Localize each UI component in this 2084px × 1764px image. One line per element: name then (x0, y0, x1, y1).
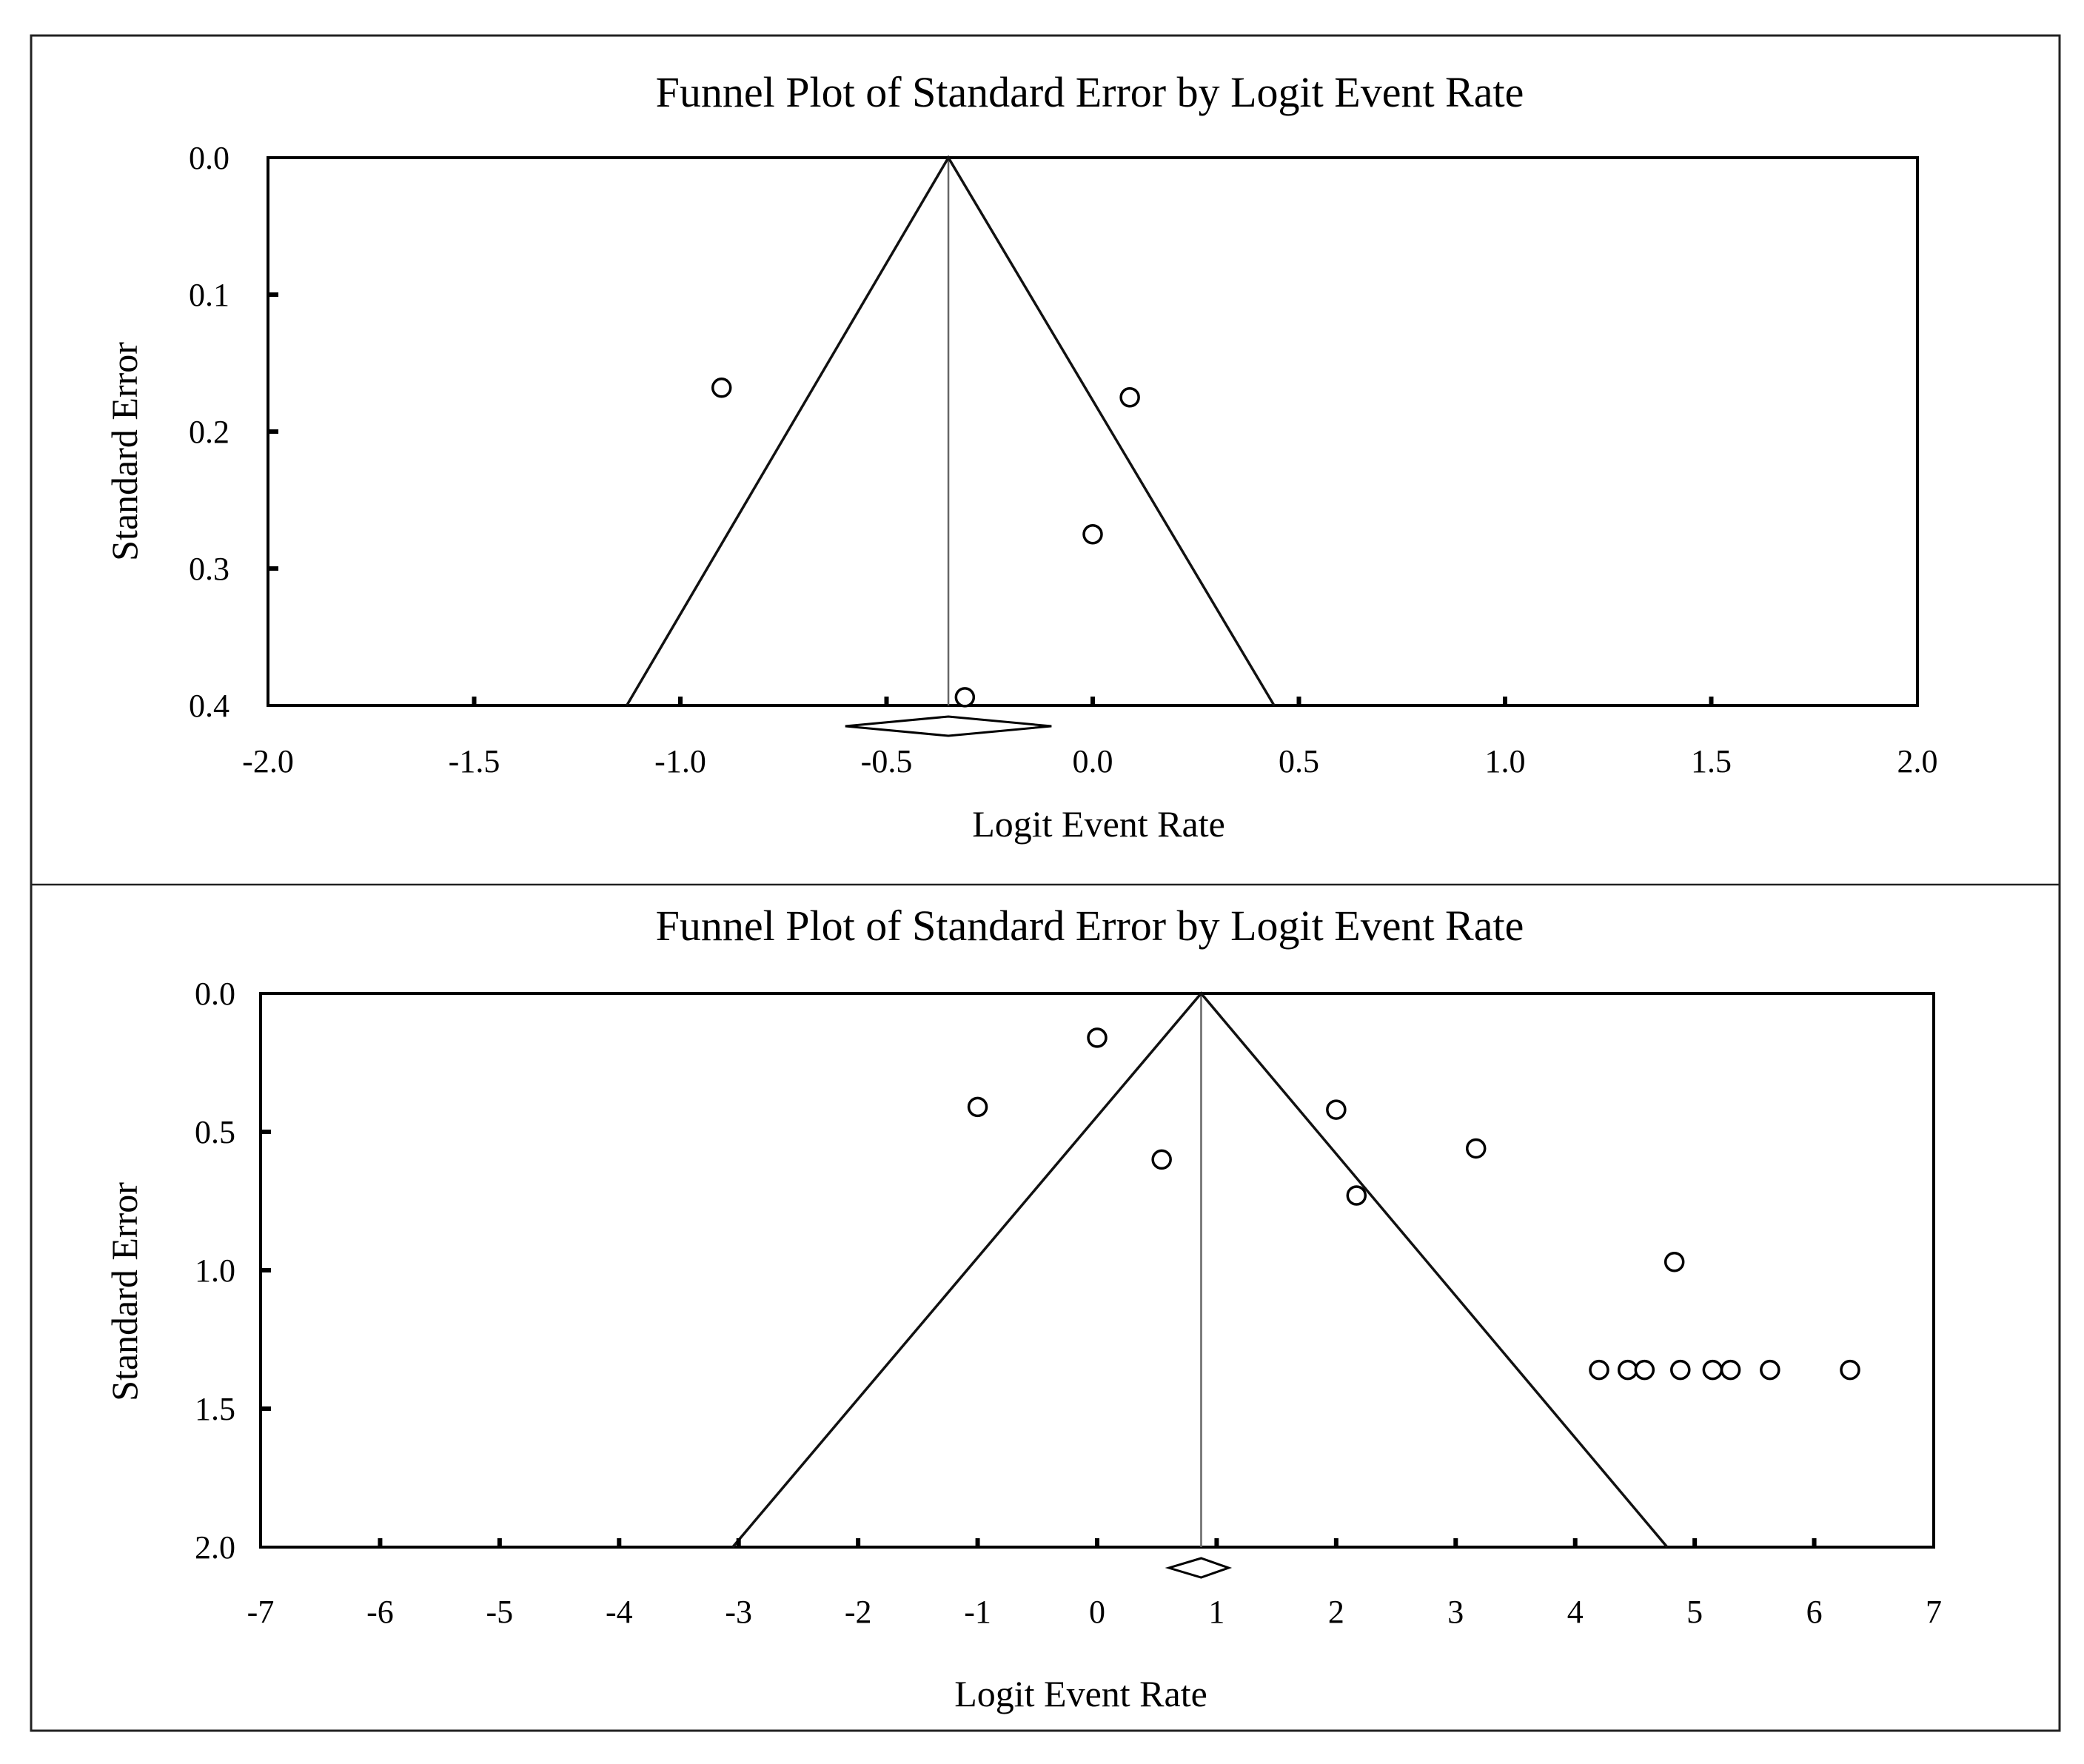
study-point (967, 1096, 988, 1118)
funnel-plot-panel-1: Funnel Plot of Standard Error by Logit E… (104, 68, 1938, 845)
x-tick-label: -1 (964, 1594, 991, 1630)
x-tick-label: 5 (1686, 1594, 1703, 1630)
points-layer (711, 378, 1140, 708)
study-point (1760, 1359, 1780, 1381)
study-point (1119, 387, 1140, 408)
x-axis-label: Logit Event Rate (972, 803, 1225, 845)
tick-layer: -2.0 -1.5 -1.0 -0.5 0.0 0.5 1.0 1.5 2.0 0.0 0.1 0.2… (189, 140, 1938, 779)
study-point (1840, 1359, 1860, 1381)
x-tick-label: -5 (486, 1594, 514, 1630)
x-tick-label: -6 (366, 1594, 394, 1630)
chart-title: Funnel Plot of Standard Error by Logit E… (656, 68, 1524, 116)
x-tick-label: 0 (1089, 1594, 1105, 1630)
y-tick-label: 0.1 (189, 277, 229, 313)
funnel-plot-panel-2: Funnel Plot of Standard Error by Logit E… (104, 902, 1942, 1714)
y-tick-label: 2.0 (195, 1529, 235, 1566)
y-tick-label: 1.5 (195, 1391, 235, 1427)
y-axis-label: Standard Error (104, 342, 145, 561)
plot-area-box (267, 156, 1919, 707)
x-tick-label: 2.0 (1897, 743, 1938, 779)
tick-layer: -7 -6 -5 -4 -3 -2 -1 0 1 2 3 4 5 6 7 0.0 0.5 1.0 1.5 2.0 (195, 976, 1942, 1630)
study-point (1702, 1359, 1723, 1381)
x-tick-label: -1.5 (449, 743, 500, 779)
study-point (1082, 524, 1103, 545)
summary-diamond (845, 715, 1052, 737)
study-point (1326, 1099, 1347, 1120)
x-tick-label: -2 (845, 1594, 872, 1630)
x-tick-label: 1.0 (1485, 743, 1526, 779)
x-tick-label: 2 (1328, 1594, 1344, 1630)
summary-diamond (1165, 1557, 1233, 1579)
study-point (1663, 1252, 1685, 1272)
study-point (1720, 1359, 1741, 1381)
x-tick-label: 1 (1208, 1594, 1224, 1630)
y-tick-label: 0.2 (189, 414, 229, 450)
study-point (1670, 1359, 1691, 1381)
x-tick-label: -0.5 (861, 743, 913, 779)
x-tick-label: 3 (1447, 1594, 1464, 1630)
x-tick-label: -1.0 (654, 743, 706, 779)
x-tick-label: 4 (1567, 1594, 1584, 1630)
x-tick-label: -4 (606, 1594, 633, 1630)
x-tick-label: 0.0 (1073, 743, 1113, 779)
x-tick-label: 6 (1806, 1594, 1823, 1630)
study-point (1589, 1359, 1609, 1381)
x-tick-label: -2.0 (242, 743, 294, 779)
y-tick-label: 1.0 (195, 1252, 235, 1289)
study-point (1087, 1027, 1108, 1048)
funnel-lines (731, 991, 1669, 1549)
y-tick-label: 0.4 (189, 688, 229, 724)
study-point (1346, 1185, 1367, 1206)
y-tick-label: 0.0 (189, 140, 229, 176)
funnel-lines (626, 155, 1276, 706)
funnel-layer (259, 991, 1935, 1579)
study-point (1151, 1149, 1172, 1170)
figure-frame (30, 34, 2061, 1732)
x-axis-label: Logit Event Rate (954, 1673, 1207, 1714)
funnel-layer (267, 155, 1919, 737)
study-point (954, 687, 976, 708)
study-point (711, 378, 732, 398)
x-tick-label: 0.5 (1279, 743, 1319, 779)
y-axis-label: Standard Error (104, 1182, 145, 1401)
study-point (1617, 1359, 1638, 1381)
study-point (1634, 1359, 1655, 1381)
plot-area-box (259, 992, 1935, 1549)
x-tick-label: 7 (1926, 1594, 1942, 1630)
y-tick-label: 0.3 (189, 551, 229, 587)
x-tick-label: 1.5 (1691, 743, 1732, 779)
study-point (1465, 1138, 1487, 1159)
points-layer (967, 1027, 1860, 1381)
x-tick-label: -3 (725, 1594, 752, 1630)
chart-title: Funnel Plot of Standard Error by Logit E… (656, 902, 1524, 950)
y-tick-label: 0.0 (195, 976, 235, 1012)
y-tick-label: 0.5 (195, 1114, 235, 1150)
x-tick-label: -7 (247, 1594, 275, 1630)
